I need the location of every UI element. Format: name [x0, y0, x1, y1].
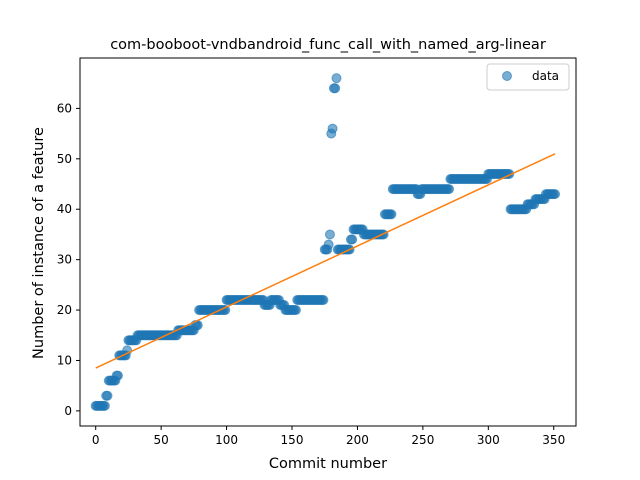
- data-point: [445, 185, 454, 194]
- legend-label-data: data: [532, 69, 559, 83]
- data-point: [291, 306, 300, 315]
- x-tick-label: 250: [411, 433, 434, 447]
- data-point: [348, 235, 357, 244]
- data-point: [328, 124, 337, 133]
- x-tick-label: 50: [153, 433, 168, 447]
- data-point: [103, 391, 112, 400]
- x-tick-label: 100: [215, 433, 238, 447]
- legend-marker-data: [503, 72, 512, 81]
- chart-title: com-booboot-vndbandroid_func_call_with_n…: [110, 37, 546, 53]
- x-tick-label: 150: [281, 433, 304, 447]
- y-axis-label: Number of instance of a feature: [31, 127, 47, 359]
- y-tick-label: 10: [57, 353, 72, 367]
- data-point: [332, 74, 341, 83]
- y-tick-label: 0: [64, 404, 72, 418]
- data-point: [325, 230, 334, 239]
- y-tick-label: 50: [57, 152, 72, 166]
- data-point: [113, 371, 122, 380]
- data-point: [551, 190, 560, 199]
- x-tick-label: 300: [477, 433, 500, 447]
- data-point: [319, 295, 328, 304]
- data-point: [324, 240, 333, 249]
- x-tick-label: 0: [92, 433, 100, 447]
- data-point: [387, 210, 396, 219]
- y-tick-label: 40: [57, 202, 72, 216]
- x-tick-label: 350: [542, 433, 565, 447]
- x-axis-label: Commit number: [269, 456, 387, 472]
- data-point: [331, 84, 340, 93]
- y-tick-label: 20: [57, 303, 72, 317]
- legend: data: [487, 64, 569, 90]
- data-point: [100, 401, 109, 410]
- y-tick-label: 30: [57, 253, 72, 267]
- y-tick-label: 60: [57, 101, 72, 115]
- x-tick-label: 200: [346, 433, 369, 447]
